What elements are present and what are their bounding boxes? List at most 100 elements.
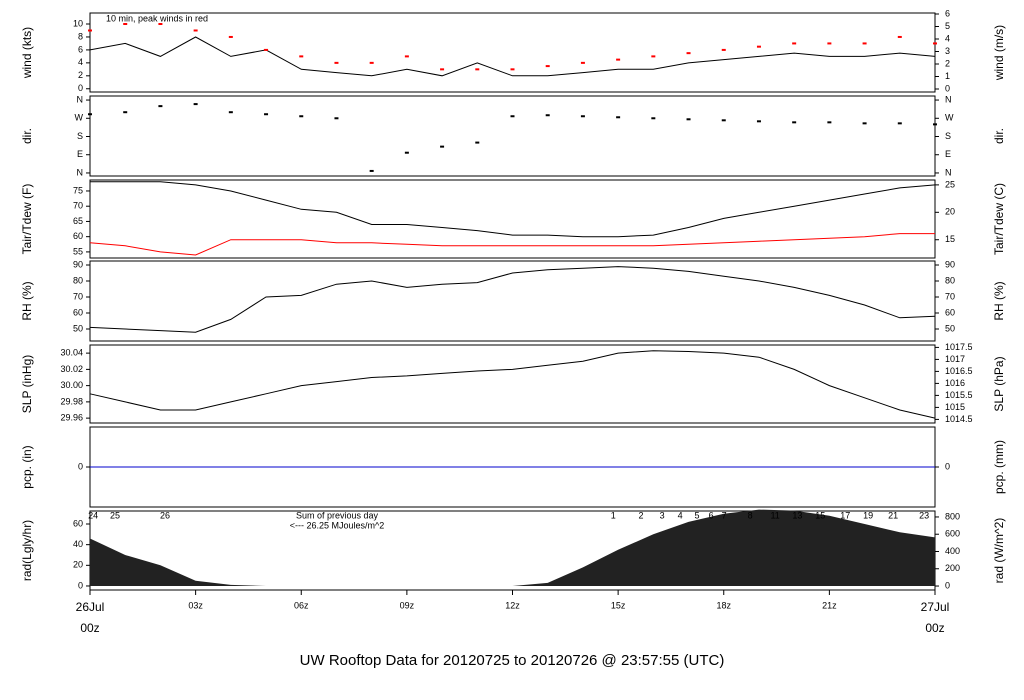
point <box>299 55 304 58</box>
point <box>440 145 445 148</box>
y2-tick-label: 50 <box>945 323 955 333</box>
x-tick-label: 18z <box>716 600 731 610</box>
point <box>88 113 92 116</box>
point <box>369 61 374 64</box>
y2-axis-label: RH (%) <box>992 281 1006 320</box>
point <box>686 118 691 121</box>
point <box>862 42 867 45</box>
y2-tick-label: 0 <box>945 580 950 590</box>
x-tick-label: 15z <box>611 600 626 610</box>
y-tick-label: 80 <box>73 275 83 285</box>
y2-tick-label: 60 <box>945 307 955 317</box>
point <box>123 23 128 26</box>
hour-label: 15 <box>815 510 825 520</box>
y2-tick-label: 70 <box>945 291 955 301</box>
hour-label: 19 <box>863 510 873 520</box>
point <box>862 122 867 125</box>
y-tick-label: 55 <box>73 246 83 256</box>
point <box>369 169 374 172</box>
y2-tick-label: 90 <box>945 259 955 269</box>
point <box>228 111 233 114</box>
point <box>475 68 480 71</box>
point <box>510 115 515 118</box>
y-axis-label: RH (%) <box>20 281 34 320</box>
y2-tick-label: 3 <box>945 46 950 56</box>
x-tick-label: 27Jul <box>921 600 950 614</box>
y-tick-label: 60 <box>73 307 83 317</box>
y-tick-label: 30.04 <box>60 348 83 358</box>
x-tick-label: 12z <box>505 600 520 610</box>
point <box>264 113 269 116</box>
point <box>264 48 269 51</box>
y-tick-label: 60 <box>73 518 83 528</box>
y2-tick-label: 4 <box>945 33 950 43</box>
hour-label: 4 <box>678 510 683 520</box>
y-tick-label: N <box>77 94 84 104</box>
hour-label: 7 <box>722 510 727 520</box>
y-tick-label: 6 <box>78 44 83 54</box>
y-tick-label: 50 <box>73 323 83 333</box>
y2-tick-label: 1016 <box>945 378 965 388</box>
y-tick-label: 0 <box>78 461 83 471</box>
hour-label: 1 <box>611 510 616 520</box>
line-series <box>89 266 936 333</box>
line-series <box>90 181 936 238</box>
y-tick-label: 29.98 <box>60 396 83 406</box>
point <box>616 58 621 61</box>
y2-tick-label: W <box>945 113 954 123</box>
y-tick-label: 65 <box>73 216 83 226</box>
y2-tick-label: 600 <box>945 529 960 539</box>
point <box>404 151 409 154</box>
y-tick-label: 0 <box>78 580 83 590</box>
point <box>897 35 902 38</box>
point <box>686 52 691 55</box>
x-tick-label: 00z <box>925 621 944 635</box>
y2-tick-label: 1017 <box>945 354 965 364</box>
y-tick-label: 60 <box>73 231 83 241</box>
x-tick-label: 03z <box>188 600 203 610</box>
point <box>897 122 902 125</box>
point <box>616 116 621 119</box>
y2-tick-label: 1016.5 <box>945 366 973 376</box>
y-tick-label: E <box>77 149 83 159</box>
y2-tick-label: 800 <box>945 511 960 521</box>
point <box>651 117 656 120</box>
hour-label: 25 <box>110 510 120 520</box>
point <box>580 115 585 118</box>
hour-label: 21 <box>888 510 898 520</box>
point <box>827 42 832 45</box>
point <box>299 115 304 118</box>
y-tick-label: S <box>77 131 83 141</box>
point <box>510 68 515 71</box>
point <box>827 121 832 124</box>
hour-label: 3 <box>660 510 665 520</box>
x-tick-label: 09z <box>400 600 415 610</box>
annotation: Sum of previous day <box>296 510 379 520</box>
page-title: UW Rooftop Data for 20120725 to 20120726… <box>300 652 725 669</box>
point <box>88 29 92 32</box>
point <box>756 45 761 48</box>
y-axis-label: dir. <box>20 128 34 144</box>
y2-tick-label: 1017.5 <box>945 342 973 352</box>
point <box>228 35 233 38</box>
y-tick-label: W <box>75 113 84 123</box>
point <box>475 141 480 144</box>
point <box>580 61 585 64</box>
y-axis-label: Tair/Tdew (F) <box>20 184 34 255</box>
hour-label: 13 <box>792 510 802 520</box>
y2-tick-label: N <box>945 94 952 104</box>
y2-tick-label: 1015.5 <box>945 390 973 400</box>
y-tick-label: 20 <box>73 560 83 570</box>
y-tick-label: 90 <box>73 259 83 269</box>
point <box>721 119 726 122</box>
panel-frame <box>89 12 936 93</box>
point <box>440 68 445 71</box>
y-tick-label: 70 <box>73 291 83 301</box>
y2-tick-label: 6 <box>945 8 950 18</box>
y2-tick-label: 1014.5 <box>945 414 973 424</box>
point <box>193 29 198 32</box>
y2-axis-label: pcp. (mm) <box>992 440 1006 494</box>
y2-tick-label: 25 <box>945 179 955 189</box>
line-series <box>89 233 935 256</box>
panel-frame <box>89 260 936 342</box>
